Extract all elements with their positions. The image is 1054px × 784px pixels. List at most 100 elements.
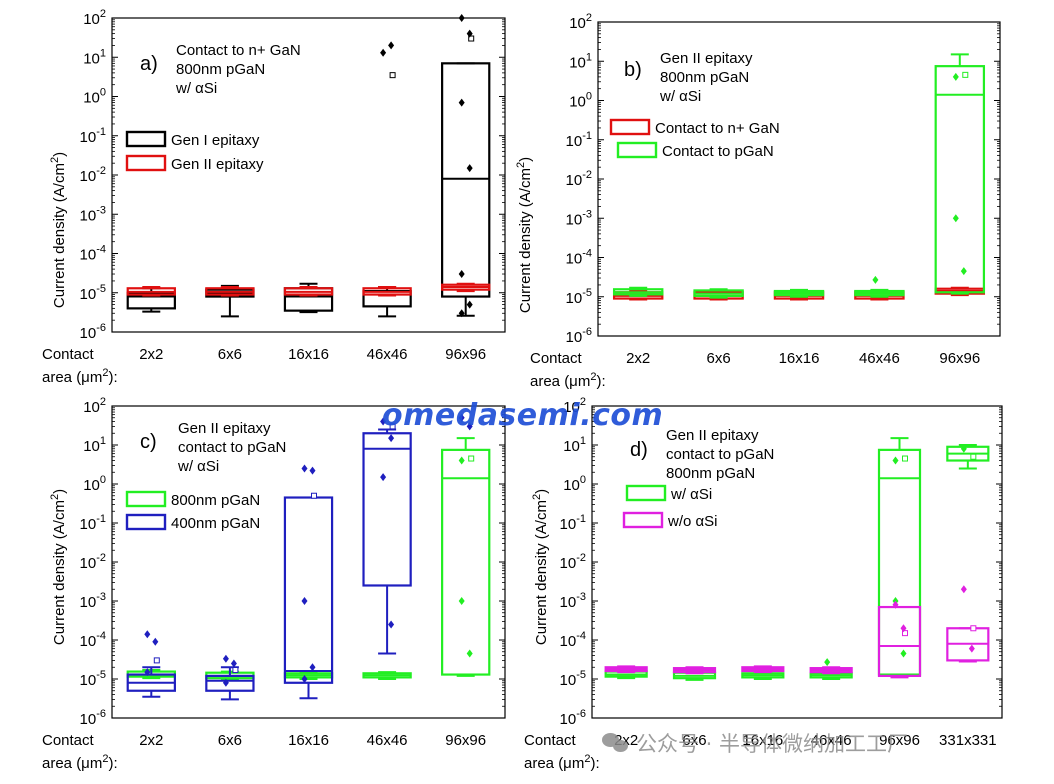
x-tick-label: 16x16: [742, 732, 783, 749]
y-tick-label: 10-2: [566, 169, 592, 189]
legend-swatch: [125, 513, 167, 531]
panel-annotation: Contact to n+ GaN: [176, 42, 301, 59]
outlier-point: [466, 649, 473, 658]
y-tick-label: 101: [83, 435, 106, 455]
outlier-point: [960, 444, 967, 453]
panel-annotation: w/ αSi: [659, 88, 701, 105]
outlier-point: [824, 658, 831, 667]
outlier-point: [309, 466, 316, 475]
legend-entry: Contact to n+ GaN: [655, 120, 780, 137]
x-tick-label: 46x46: [859, 350, 900, 367]
chart-panel-2: 10-6 10-5 10-4 10-3 10-2 10-1 100 101 102 Current…: [515, 12, 1001, 390]
panel-label: c): [140, 431, 157, 453]
site-watermark: omedasemi.com: [382, 398, 664, 433]
outlier-point: [301, 675, 308, 683]
outlier-point: [144, 630, 151, 639]
outlier-point: [466, 164, 473, 173]
outlier-point: [952, 214, 959, 223]
mean-marker: [389, 72, 396, 79]
panel-annotation: contact to pGaN: [178, 439, 286, 456]
chart-panel-1: 10-6 10-5 10-4 10-3 10-2 10-1 100 101 102 Current…: [42, 8, 506, 386]
y-tick-label: 10-4: [80, 630, 106, 650]
outlier-point: [388, 41, 395, 50]
y-axis-label: Current density (A/cm2): [531, 489, 550, 645]
x-tick-label: 16x16: [779, 350, 820, 367]
y-tick-label: 10-2: [80, 165, 106, 185]
legend-swatch: [609, 118, 651, 136]
legend-entry: w/ αSi: [670, 486, 712, 503]
panel-label: b): [624, 59, 642, 81]
chart-panel-3: 10-6 10-5 10-4 10-3 10-2 10-1 100 101 102 Current…: [42, 396, 506, 772]
box: [877, 605, 922, 678]
x-tick-label: 16x16: [288, 732, 329, 749]
x-tick-label: 6x6: [218, 346, 242, 363]
x-tick-label: 16x16: [288, 346, 329, 363]
mean-marker: [962, 71, 969, 78]
y-tick-label: 101: [83, 47, 106, 67]
panel-label: d): [630, 439, 648, 461]
legend-entry: Contact to pGaN: [662, 143, 774, 160]
panel-label: a): [140, 53, 158, 75]
legend-swatch: [125, 130, 167, 148]
panel-annotation: w/ αSi: [175, 80, 217, 97]
legend-swatch: [616, 141, 658, 159]
x-tick-label: 96x96: [445, 346, 486, 363]
y-tick-label: 100: [563, 474, 586, 494]
outlier-point: [892, 600, 899, 609]
y-tick-label: 10-1: [80, 513, 106, 533]
x-tick-label: 6x6: [707, 350, 731, 367]
outlier-point: [380, 473, 387, 482]
legend-swatch: [125, 490, 167, 508]
outlier-point: [458, 309, 465, 318]
outlier-point: [458, 597, 465, 605]
legend-entry: 800nm pGaN: [171, 492, 260, 509]
outlier-point: [872, 275, 879, 284]
x-axis-label-line2: area (μm2):: [530, 371, 606, 390]
x-axis-label-line2: area (μm2):: [524, 753, 600, 772]
x-axis-label-line1: Contact: [42, 346, 95, 363]
outlier-point: [458, 413, 465, 422]
box: [934, 65, 986, 294]
series-400nm-pgan: [126, 413, 473, 701]
mean-marker: [468, 35, 475, 42]
panel-annotation: w/ αSi: [177, 458, 219, 475]
y-axis-label: Current density (A/cm2): [49, 152, 68, 308]
y-tick-label: 102: [83, 396, 106, 416]
legend-entry: w/o αSi: [667, 513, 718, 530]
outlier-point: [380, 48, 387, 57]
box: [362, 290, 412, 308]
outlier-point: [466, 422, 473, 431]
x-tick-label: 6x6: [682, 732, 706, 749]
x-tick-label: 96x96: [879, 732, 920, 749]
panel-annotation: 800nm pGaN: [176, 61, 265, 78]
outlier-point: [900, 624, 907, 633]
y-tick-label: 10-6: [566, 326, 592, 346]
outlier-point: [952, 72, 959, 81]
x-axis-label-line1: Contact: [42, 732, 95, 749]
box: [441, 448, 491, 676]
x-tick-label: 2x2: [139, 732, 163, 749]
outlier-point: [458, 456, 465, 465]
y-tick-label: 10-4: [566, 248, 592, 268]
panel-annotation: 800nm pGaN: [666, 465, 755, 482]
x-axis-label-line1: Contact: [524, 732, 577, 749]
outlier-point: [380, 417, 387, 426]
y-axis-label: Current density (A/cm2): [515, 157, 534, 313]
chart-panel-4: 10-6 10-5 10-4 10-3 10-2 10-1 100 101 102 Current…: [524, 396, 1003, 772]
y-tick-label: 102: [563, 396, 586, 416]
mean-marker: [153, 657, 160, 664]
outlier-point: [222, 654, 229, 663]
y-tick-label: 10-4: [560, 630, 586, 650]
x-tick-label: 46x46: [811, 732, 852, 749]
panel-annotation: 800nm pGaN: [660, 69, 749, 86]
panel-annotation: contact to pGaN: [666, 446, 774, 463]
x-tick-label: 2x2: [626, 350, 650, 367]
mean-marker: [232, 667, 239, 674]
series-w-si: [604, 437, 990, 681]
outlier-point: [466, 300, 473, 309]
panel-annotation: Gen II epitaxy: [178, 420, 271, 437]
mean-marker: [970, 625, 977, 632]
outlier-point: [892, 456, 899, 465]
outlier-point: [388, 434, 395, 443]
wechat-icon: [602, 731, 630, 755]
